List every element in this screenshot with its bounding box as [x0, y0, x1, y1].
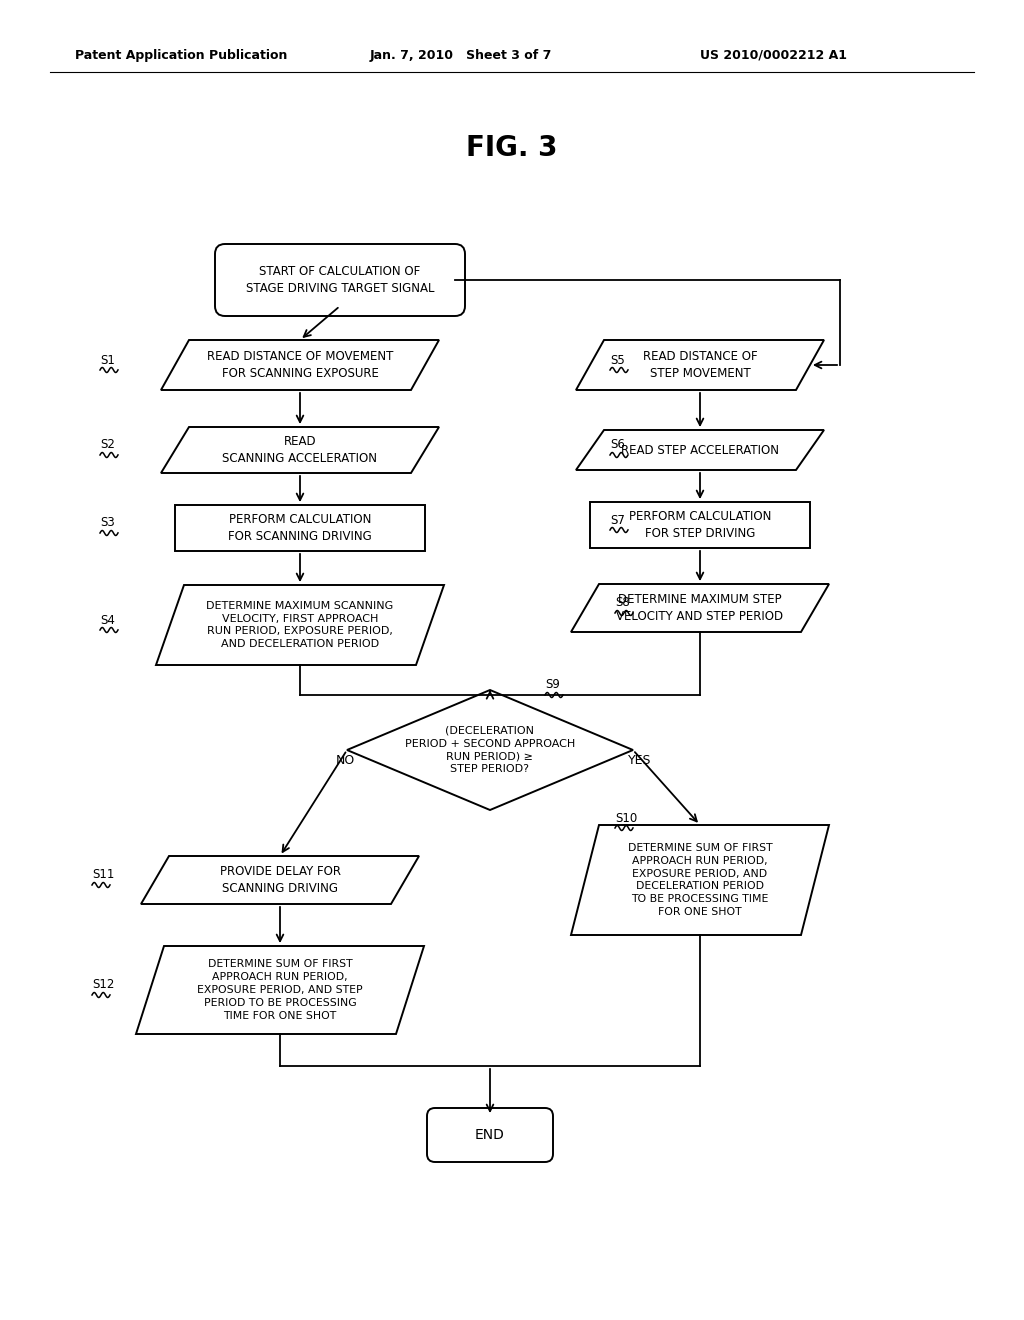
Text: FIG. 3: FIG. 3	[466, 135, 558, 162]
Text: PERFORM CALCULATION
FOR SCANNING DRIVING: PERFORM CALCULATION FOR SCANNING DRIVING	[228, 513, 372, 543]
Bar	[590, 502, 810, 548]
Text: S4: S4	[100, 614, 115, 627]
Text: END: END	[475, 1129, 505, 1142]
Text: US 2010/0002212 A1: US 2010/0002212 A1	[700, 49, 847, 62]
Text: PERFORM CALCULATION
FOR STEP DRIVING: PERFORM CALCULATION FOR STEP DRIVING	[629, 511, 771, 540]
Text: NO: NO	[336, 754, 354, 767]
Text: DETERMINE MAXIMUM SCANNING
VELOCITY, FIRST APPROACH
RUN PERIOD, EXPOSURE PERIOD,: DETERMINE MAXIMUM SCANNING VELOCITY, FIR…	[207, 601, 393, 649]
Text: READ DISTANCE OF
STEP MOVEMENT: READ DISTANCE OF STEP MOVEMENT	[643, 350, 758, 380]
Text: DETERMINE SUM OF FIRST
APPROACH RUN PERIOD,
EXPOSURE PERIOD, AND STEP
PERIOD TO : DETERMINE SUM OF FIRST APPROACH RUN PERI…	[198, 960, 362, 1020]
Text: S9: S9	[545, 678, 560, 692]
Text: (DECELERATION
PERIOD + SECOND APPROACH
RUN PERIOD) ≥
STEP PERIOD?: (DECELERATION PERIOD + SECOND APPROACH R…	[404, 726, 575, 775]
Text: READ DISTANCE OF MOVEMENT
FOR SCANNING EXPOSURE: READ DISTANCE OF MOVEMENT FOR SCANNING E…	[207, 350, 393, 380]
Text: DETERMINE MAXIMUM STEP
VELOCITY AND STEP PERIOD: DETERMINE MAXIMUM STEP VELOCITY AND STEP…	[616, 593, 783, 623]
Text: START OF CALCULATION OF
STAGE DRIVING TARGET SIGNAL: START OF CALCULATION OF STAGE DRIVING TA…	[246, 265, 434, 294]
Text: S1: S1	[100, 354, 115, 367]
Text: S2: S2	[100, 438, 115, 451]
Text: S12: S12	[92, 978, 115, 991]
Text: S11: S11	[92, 869, 115, 882]
Text: S6: S6	[610, 438, 625, 451]
Text: PROVIDE DELAY FOR
SCANNING DRIVING: PROVIDE DELAY FOR SCANNING DRIVING	[219, 865, 341, 895]
Bar	[175, 506, 425, 550]
Text: DETERMINE SUM OF FIRST
APPROACH RUN PERIOD,
EXPOSURE PERIOD, AND
DECELERATION PE: DETERMINE SUM OF FIRST APPROACH RUN PERI…	[628, 843, 772, 917]
Text: READ STEP ACCELERATION: READ STEP ACCELERATION	[621, 444, 779, 457]
Text: S3: S3	[100, 516, 115, 529]
Text: S5: S5	[610, 354, 625, 367]
Text: READ
SCANNING ACCELERATION: READ SCANNING ACCELERATION	[222, 436, 378, 465]
Text: S10: S10	[615, 812, 637, 825]
Text: YES: YES	[629, 754, 651, 767]
Text: S7: S7	[610, 513, 625, 527]
Text: Patent Application Publication: Patent Application Publication	[75, 49, 288, 62]
Text: S8: S8	[615, 597, 630, 610]
Text: Jan. 7, 2010   Sheet 3 of 7: Jan. 7, 2010 Sheet 3 of 7	[370, 49, 552, 62]
